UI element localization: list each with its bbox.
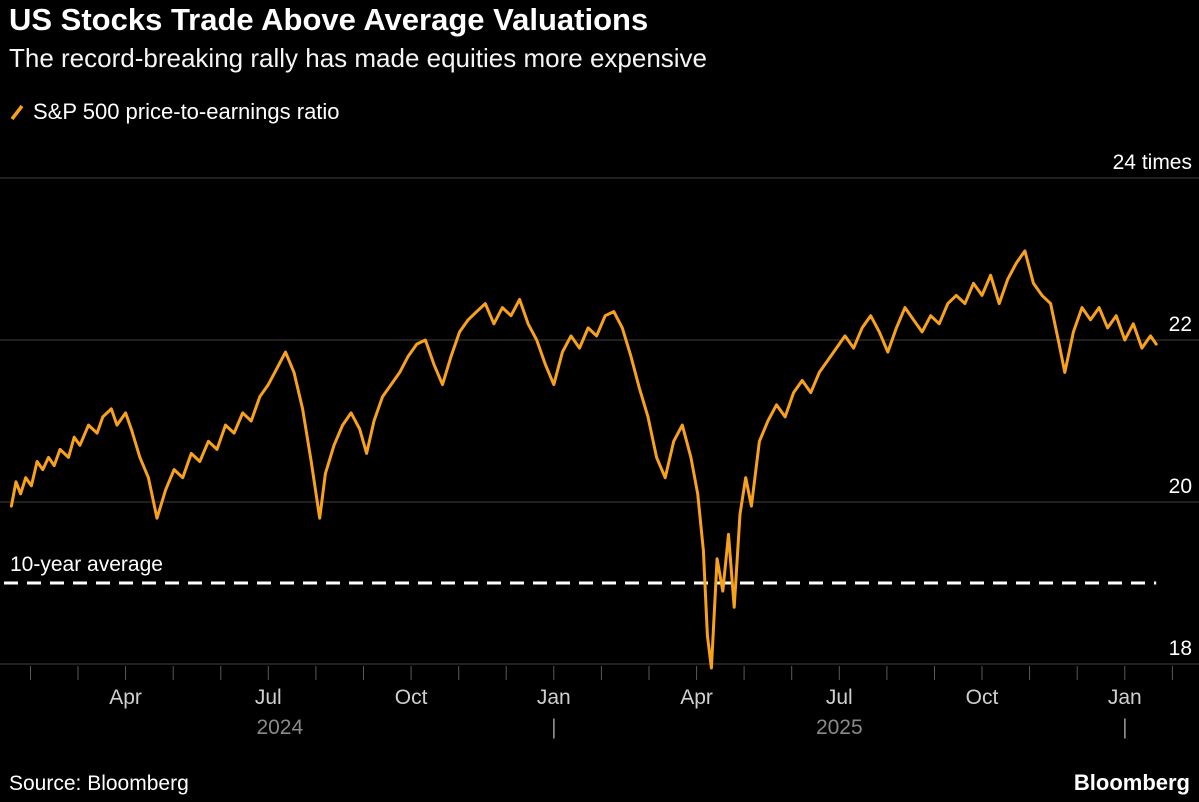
- x-axis-label: Apr: [680, 686, 713, 709]
- year-boundary-tick: |: [551, 716, 556, 739]
- year-label: 2025: [816, 716, 863, 739]
- legend-label: S&P 500 price-to-earnings ratio: [33, 99, 340, 124]
- y-axis-label: 20: [1169, 475, 1192, 498]
- y-axis-label: 24 times: [1113, 151, 1192, 174]
- x-axis-label: Oct: [966, 686, 999, 709]
- x-axis-label: Jul: [826, 686, 853, 709]
- chart-subtitle: The record-breaking rally has made equit…: [9, 43, 708, 73]
- ten-year-average-label: 10-year average: [10, 553, 163, 576]
- source-credit: Source: Bloomberg: [9, 772, 189, 795]
- year-label: 2024: [256, 716, 303, 739]
- x-axis-label: Oct: [395, 686, 428, 709]
- pe-ratio-line: [9, 249, 1158, 670]
- x-axis-label: Apr: [109, 686, 142, 709]
- legend: S&P 500 price-to-earnings ratio: [9, 99, 340, 125]
- year-boundary-tick: |: [1122, 716, 1127, 739]
- bloomberg-logo: Bloomberg: [1073, 770, 1190, 795]
- x-axis-label: Jan: [1108, 686, 1142, 709]
- legend-line-mark-icon: [10, 104, 24, 120]
- y-axis-label: 18: [1169, 637, 1192, 660]
- x-axis-label: Jan: [537, 686, 571, 709]
- x-axis-label: Jul: [255, 686, 282, 709]
- chart-title: US Stocks Trade Above Average Valuations: [9, 2, 649, 37]
- y-axis-label: 22: [1169, 313, 1192, 336]
